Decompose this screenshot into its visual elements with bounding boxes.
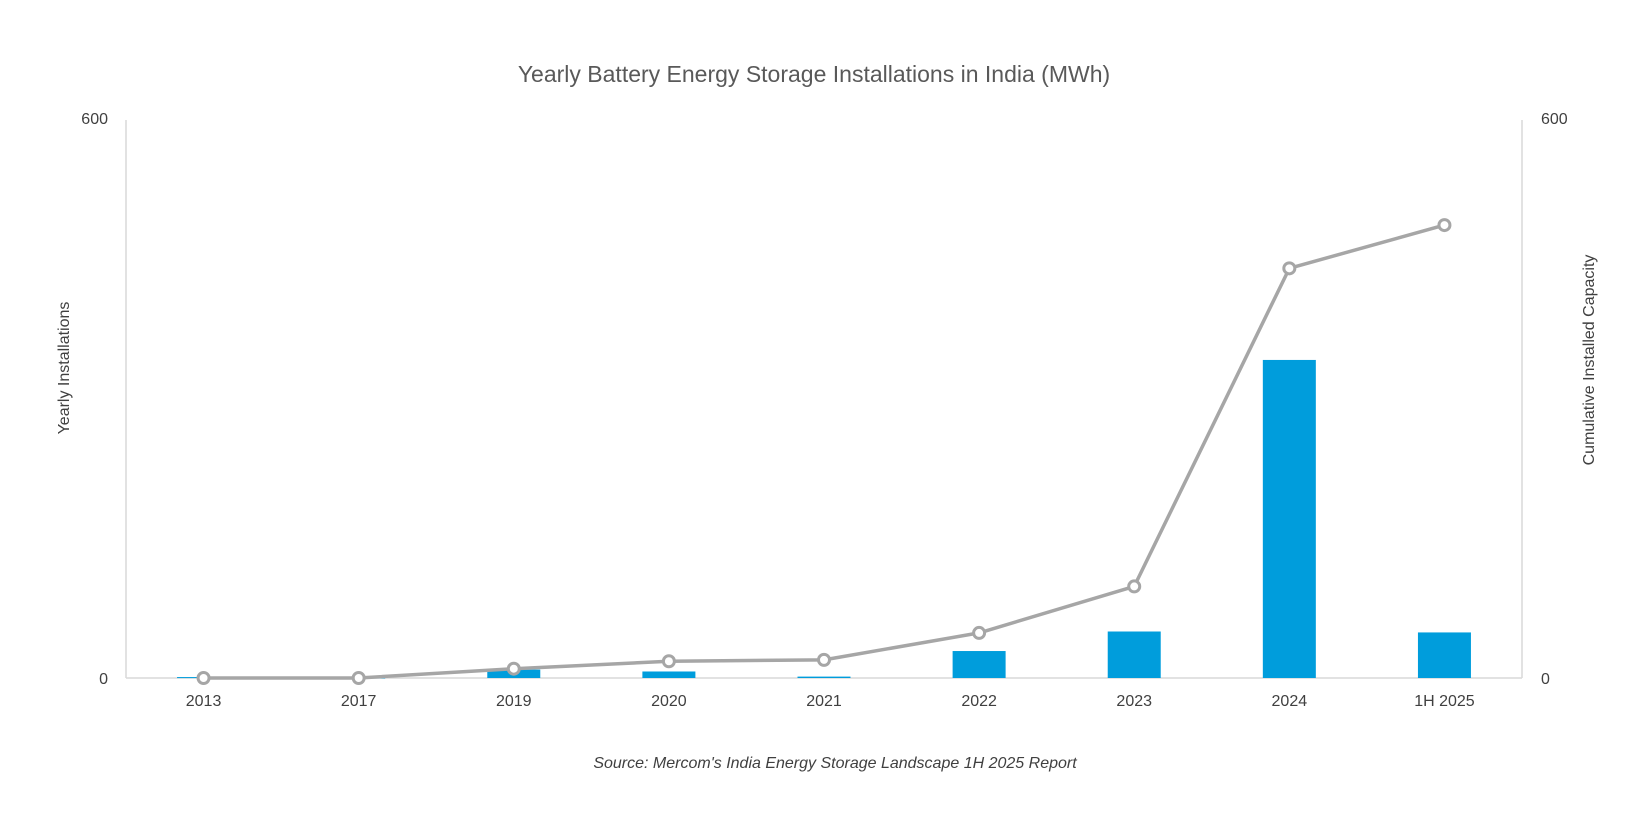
x-tick-label: 1H 2025 — [1414, 693, 1475, 710]
chart-title: Yearly Battery Energy Storage Installati… — [518, 61, 1110, 87]
x-tick-label: 2022 — [961, 693, 997, 710]
line-point-2023 — [1127, 579, 1142, 594]
cumulative-line — [203, 223, 1445, 680]
x-axis-labels: 2013 2017 2019 2020 2021 2022 2023 2024 1H 2025 — [186, 693, 1475, 710]
x-tick-label: 2024 — [1272, 693, 1308, 710]
y-right-tick-max: 600 — [1541, 111, 1568, 128]
line-series — [196, 218, 1452, 685]
bar-2023 — [1107, 631, 1161, 678]
bar-1h-2025 — [1417, 632, 1471, 678]
line-point-2024 — [1282, 261, 1297, 276]
bar-2022 — [952, 651, 1006, 678]
bar-series — [177, 359, 1471, 679]
line-point-2013 — [196, 671, 211, 685]
x-tick-label: 2013 — [186, 693, 222, 710]
x-tick-label: 2020 — [651, 693, 687, 710]
bar-2021 — [797, 676, 851, 678]
y-left-axis-title: Yearly Installations — [56, 302, 73, 435]
bar-2024 — [1262, 359, 1316, 678]
x-tick-label: 2017 — [341, 693, 377, 710]
x-tick-label: 2021 — [806, 693, 842, 710]
y-right-axis-title: Cumulative Installed Capacity — [1581, 255, 1598, 466]
y-left-tick-max: 600 — [81, 111, 108, 128]
x-tick-label: 2023 — [1116, 693, 1152, 710]
line-point-2022 — [972, 625, 987, 640]
line-point-2019 — [506, 661, 521, 676]
bar-2020 — [642, 671, 696, 678]
line-point-2021 — [817, 652, 831, 667]
source-note: Source: Mercom's India Energy Storage La… — [593, 755, 1077, 772]
line-point-2020 — [661, 654, 676, 669]
y-right-tick-min: 0 — [1541, 671, 1550, 688]
y-left-tick-min: 0 — [99, 671, 108, 688]
line-point-1h-2025 — [1437, 218, 1452, 233]
line-point-2017 — [351, 671, 366, 685]
x-tick-label: 2019 — [496, 693, 532, 710]
